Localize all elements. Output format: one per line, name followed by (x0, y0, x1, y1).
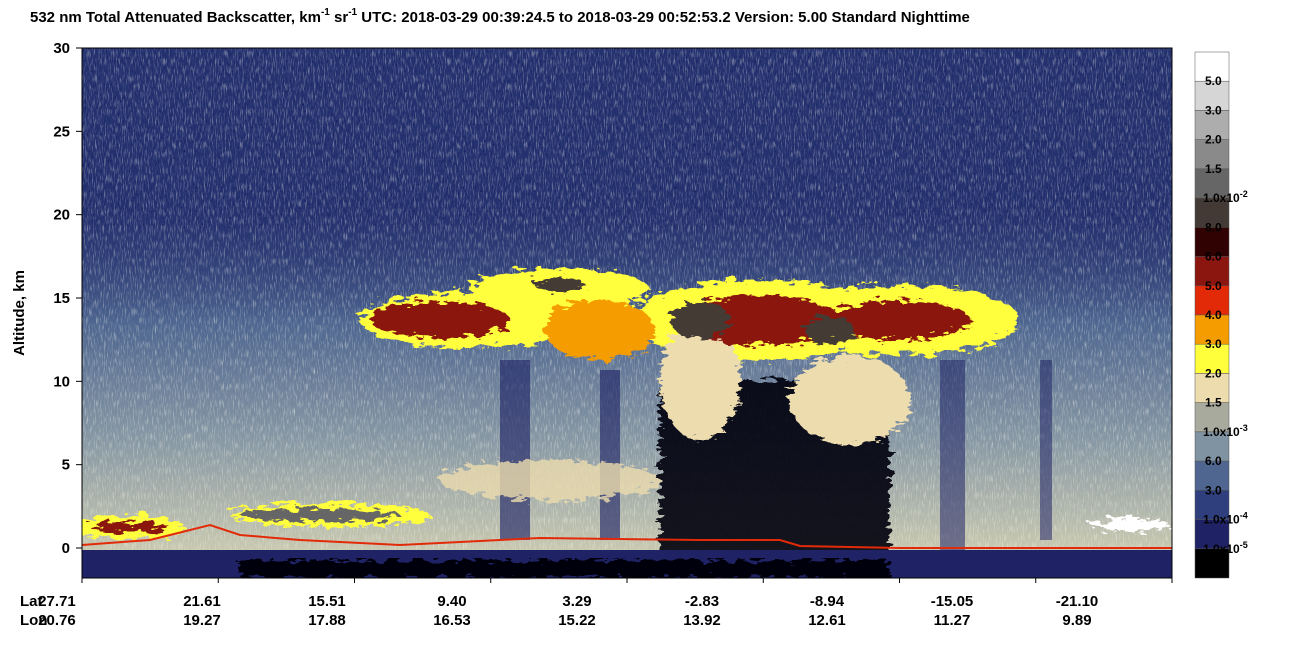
lon-label: 9.89 (1062, 612, 1091, 629)
colorbar-label: 1.0x10-5 (1203, 540, 1248, 556)
lat-label: -15.05 (931, 593, 974, 610)
lon-label: 20.76 (38, 612, 76, 629)
colorbar-swatch (1194, 490, 1230, 520)
lat-label: -2.83 (685, 593, 719, 610)
title-superscript: -1 (321, 7, 330, 18)
colorbar-swatch (1194, 373, 1230, 403)
y-tick-label: 5 (62, 457, 70, 474)
colorbar-swatch (1194, 460, 1230, 491)
lon-label: 19.27 (183, 612, 221, 629)
y-axis-label: Altitude, km (11, 270, 28, 356)
lat-label: 27.71 (38, 593, 76, 610)
lat-label: 3.29 (562, 593, 591, 610)
lon-label: 13.92 (683, 612, 721, 629)
colorbar-label: 1.5 (1205, 396, 1222, 410)
lat-label: -21.10 (1056, 593, 1099, 610)
y-tick-label: 20 (53, 207, 70, 224)
title-segment: sr (330, 9, 349, 26)
colorbar-label: 5.0 (1205, 279, 1222, 293)
colorbar-label: 3.0 (1205, 103, 1222, 117)
colorbar-swatch (1194, 519, 1230, 550)
colorbar-swatch (1194, 343, 1230, 374)
colorbar-swatch (1194, 314, 1230, 345)
colorbar-label: 1.0x10-4 (1203, 511, 1248, 527)
colorbar: 5.03.02.01.51.0x10-28.06.05.04.03.02.01.… (1194, 51, 1248, 579)
title-segment: 532 nm Total Attenuated Backscatter, km (30, 9, 321, 26)
colorbar-label-exponent: -4 (1240, 511, 1248, 521)
colorbar-label-exponent: -3 (1240, 423, 1248, 433)
lon-label: 17.88 (308, 612, 346, 629)
lat-label: 9.40 (437, 593, 466, 610)
colorbar-swatch (1194, 80, 1230, 111)
x-row-label: Lon (20, 612, 48, 629)
colorbar-label: 3.0 (1205, 337, 1222, 351)
lon-label: 12.61 (808, 612, 846, 629)
lat-label: 21.61 (183, 593, 221, 610)
colorbar-swatch (1194, 402, 1230, 433)
y-tick-label: 25 (53, 123, 70, 140)
lat-label: -8.94 (810, 593, 845, 610)
colorbar-swatch (1194, 168, 1230, 199)
y-tick-label: 30 (53, 40, 70, 57)
chart-title: 532 nm Total Attenuated Backscatter, km-… (30, 7, 970, 26)
backscatter-curtain (82, 48, 1172, 578)
title-superscript: -1 (348, 7, 357, 18)
lon-label: 16.53 (433, 612, 471, 629)
colorbar-label: 4.0 (1205, 308, 1222, 322)
lat-label: 15.51 (308, 593, 346, 610)
colorbar-label: 8.0 (1205, 220, 1222, 234)
colorbar-label: 1.0x10-3 (1203, 423, 1248, 439)
colorbar-swatch (1194, 548, 1230, 579)
colorbar-swatch (1194, 51, 1230, 82)
colorbar-label-mantissa: 1.0x10 (1203, 513, 1240, 527)
colorbar-label: 3.0 (1205, 483, 1222, 497)
lon-label: 15.22 (558, 612, 596, 629)
y-tick-label: 15 (53, 290, 70, 307)
colorbar-swatch (1194, 431, 1230, 462)
y-tick-label: 10 (53, 373, 70, 390)
title-segment: UTC: 2018-03-29 00:39:24.5 to 2018-03-29… (357, 9, 970, 26)
x-row-label: Lat (20, 593, 43, 610)
colorbar-label: 1.5 (1205, 162, 1222, 176)
colorbar-label: 1.0x10-2 (1203, 189, 1248, 205)
colorbar-label: 5.0 (1205, 74, 1222, 88)
colorbar-label: 2.0 (1205, 366, 1222, 380)
lon-label: 11.27 (934, 612, 971, 629)
colorbar-label-exponent: -5 (1240, 540, 1248, 550)
colorbar-swatch (1194, 139, 1230, 170)
colorbar-label: 2.0 (1205, 133, 1222, 147)
y-tick-label: 0 (62, 540, 70, 557)
colorbar-swatch (1194, 256, 1230, 287)
colorbar-label: 6.0 (1205, 250, 1222, 264)
colorbar-label-mantissa: 1.0x10 (1203, 191, 1240, 205)
colorbar-label: 6.0 (1205, 454, 1222, 468)
colorbar-swatch (1194, 197, 1230, 228)
colorbar-swatch (1194, 285, 1230, 316)
colorbar-label-mantissa: 1.0x10 (1203, 542, 1240, 556)
colorbar-label-exponent: -2 (1240, 189, 1248, 199)
colorbar-label-mantissa: 1.0x10 (1203, 425, 1240, 439)
colorbar-swatch (1194, 227, 1230, 257)
